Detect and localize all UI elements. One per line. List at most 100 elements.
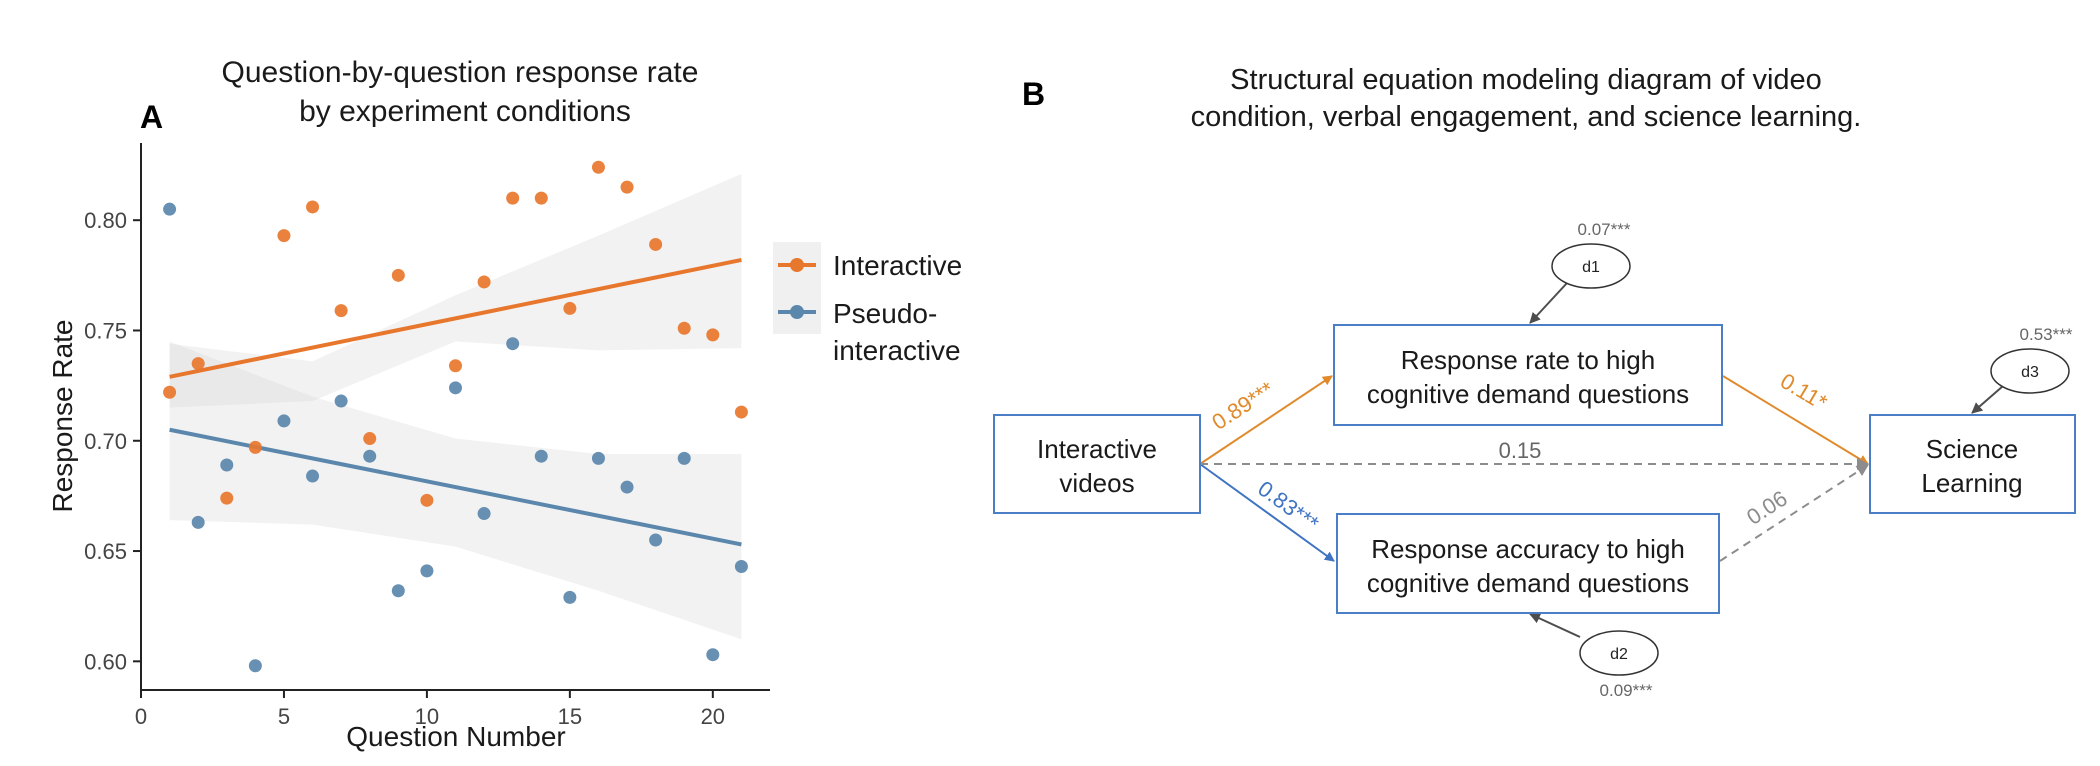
data-point <box>334 304 348 318</box>
path-to-response-rate <box>1199 375 1333 465</box>
y-axis-ticks: 0.60 0.65 0.70 0.75 0.80 <box>84 208 141 674</box>
data-point <box>449 359 462 373</box>
disturbance-d2 <box>1579 630 1659 676</box>
panel-b-title-line2: condition, verbal engagement, and scienc… <box>1191 101 1862 133</box>
disturbance-d2-label: d2 <box>1610 646 1628 663</box>
panel-a-title-line2: by experiment conditions <box>299 95 631 128</box>
data-point <box>449 381 462 395</box>
legend-key-background <box>773 242 821 334</box>
data-point <box>363 449 377 463</box>
data-point <box>734 559 748 573</box>
y-tick-label: 0.70 <box>84 429 127 454</box>
x-tick-label: 20 <box>701 704 725 729</box>
panel-b-title-line1: Structural equation modeling diagram of … <box>1230 64 1822 96</box>
node-science-learning-line1: Science <box>1926 434 2019 464</box>
legend: Interactive Pseudo- interactive <box>773 242 962 366</box>
confidence-bands <box>169 173 742 640</box>
disturbance-d1 <box>1551 243 1631 289</box>
coef-rate-to-science: 0.11* <box>1776 368 1832 415</box>
disturbance-arrow-d1 <box>1529 282 1568 324</box>
y-tick-label: 0.65 <box>84 539 127 564</box>
x-tick-label: 10 <box>415 704 439 729</box>
data-point <box>391 584 405 598</box>
disturbance-d3 <box>1990 348 2070 394</box>
legend-dot-interactive <box>790 258 804 272</box>
y-tick-label: 0.75 <box>84 318 127 343</box>
confidence-band <box>169 173 742 408</box>
data-point <box>277 414 291 428</box>
x-tick-label: 15 <box>558 704 582 729</box>
data-point <box>563 590 577 604</box>
panel-a-title-line1: Question-by-question response rate <box>222 56 699 89</box>
coef-to-response-rate: 0.89*** <box>1207 376 1278 435</box>
panel-a-label: A <box>140 99 163 135</box>
node-interactive-videos-line1: Interactive <box>1037 434 1157 464</box>
node-science-learning <box>1869 414 2076 514</box>
data-point <box>220 458 234 472</box>
data-point <box>534 449 548 463</box>
panel-a: Question-by-question response rate by ex… <box>47 56 962 752</box>
data-point <box>420 564 434 578</box>
legend-label-pseudo-line1: Pseudo- <box>833 298 937 329</box>
data-point <box>191 515 205 529</box>
data-point <box>706 648 720 662</box>
node-response-rate <box>1333 324 1723 426</box>
data-point <box>591 451 605 465</box>
x-axis-ticks: 0 5 10 15 20 <box>135 690 725 729</box>
node-response-rate-line2: cognitive demand questions <box>1367 379 1689 409</box>
data-point <box>163 202 177 216</box>
x-tick-label: 0 <box>135 704 147 729</box>
x-tick-label: 5 <box>278 704 290 729</box>
data-point <box>163 385 177 399</box>
legend-label-interactive: Interactive <box>833 250 962 281</box>
trend-line <box>169 427 742 547</box>
data-point <box>563 301 577 315</box>
data-point <box>649 237 663 251</box>
data-point <box>477 507 491 521</box>
disturbance-arrow-d3 <box>1971 385 2004 414</box>
y-axis-title: Response Rate <box>47 319 78 512</box>
data-point <box>677 451 691 465</box>
trend-line <box>169 257 742 379</box>
data-point <box>420 493 434 507</box>
data-point <box>620 180 634 194</box>
data-point <box>248 659 262 673</box>
legend-label-pseudo-line2: interactive <box>833 335 961 366</box>
path-rate-to-science <box>1722 375 1869 465</box>
data-point <box>363 432 377 446</box>
data-point <box>277 229 291 243</box>
data-point <box>477 275 491 289</box>
data-point <box>506 337 520 351</box>
node-response-accuracy <box>1336 513 1720 614</box>
y-tick-label: 0.60 <box>84 649 127 674</box>
data-point <box>591 160 605 174</box>
panel-b: B Structural equation modeling diagram o… <box>993 64 2076 700</box>
path-accuracy-to-science <box>1719 464 1869 562</box>
disturbance-d1-value: 0.07*** <box>1578 220 1631 239</box>
trend-lines <box>169 257 742 547</box>
data-points <box>163 160 748 673</box>
disturbance-arrow-d2 <box>1529 613 1581 638</box>
y-tick-label: 0.80 <box>84 208 127 233</box>
disturbance-d3-value: 0.53*** <box>2020 325 2073 344</box>
x-axis-title: Question Number <box>346 721 565 752</box>
node-interactive-videos-line2: videos <box>1059 468 1134 498</box>
data-point <box>734 405 748 419</box>
data-point <box>677 321 691 335</box>
data-point <box>248 440 262 454</box>
node-response-accuracy-line1: Response accuracy to high <box>1371 534 1685 564</box>
panel-b-label: B <box>1022 76 1045 112</box>
node-interactive-videos <box>993 414 1201 514</box>
data-point <box>191 357 205 371</box>
disturbance-d2-value: 0.09*** <box>1600 681 1653 700</box>
node-science-learning-line2: Learning <box>1921 468 2022 498</box>
data-point <box>620 480 634 494</box>
node-response-rate-line1: Response rate to high <box>1401 345 1655 375</box>
path-to-response-accuracy <box>1199 463 1335 562</box>
disturbance-d3-label: d3 <box>2021 364 2039 381</box>
data-point <box>334 394 348 408</box>
disturbance-d1-label: d1 <box>1582 259 1600 276</box>
data-point <box>506 191 520 205</box>
